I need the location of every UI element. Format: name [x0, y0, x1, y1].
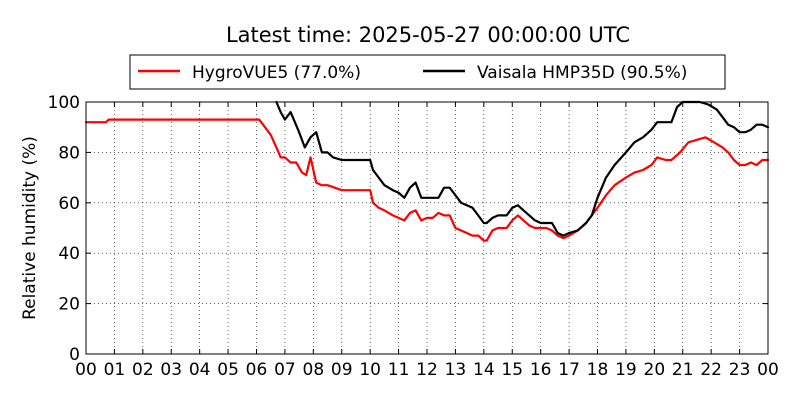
- x-tick-label: 00: [757, 360, 779, 380]
- x-tick-label: 21: [672, 360, 694, 380]
- x-tick-label: 14: [473, 360, 495, 380]
- x-tick-label: 17: [558, 360, 580, 380]
- x-tick-label: 12: [416, 360, 438, 380]
- y-tick-label: 100: [48, 93, 80, 113]
- x-tick-label: 18: [587, 360, 609, 380]
- x-tick-label: 00: [75, 360, 97, 380]
- y-tick-label: 60: [58, 194, 80, 214]
- x-tick-label: 07: [274, 360, 296, 380]
- y-axis-label: Relative humidity (%): [20, 136, 40, 320]
- x-tick-label: 05: [217, 360, 239, 380]
- legend-label-vaisala: Vaisala HMP35D (90.5%): [477, 63, 687, 83]
- legend: HygroVUE5 (77.0%) Vaisala HMP35D (90.5%): [129, 54, 726, 90]
- x-tick-label: 10: [359, 360, 381, 380]
- x-tick-label: 03: [160, 360, 182, 380]
- y-tick-label: 20: [58, 295, 80, 315]
- x-tick-label: 23: [729, 360, 751, 380]
- plot-area: 00 01 02 03 04 05 06 07 08 09 10 11 12 13 14 15 16 17 18 19…: [48, 93, 779, 380]
- y-tick-label: 80: [58, 143, 80, 163]
- grid: [86, 102, 768, 354]
- legend-label-hygrovue: HygroVUE5 (77.0%): [192, 63, 361, 83]
- x-tick-label: 15: [501, 360, 523, 380]
- series-line-0: [84, 118, 770, 242]
- x-tick-label: 01: [104, 360, 126, 380]
- series-line-1: [275, 100, 770, 237]
- chart-title: Latest time: 2025-05-27 00:00:00 UTC: [226, 23, 630, 47]
- x-tick-label: 04: [189, 360, 211, 380]
- x-tick-label: 09: [331, 360, 353, 380]
- x-tick-label: 16: [530, 360, 552, 380]
- x-tick-label: 06: [246, 360, 268, 380]
- x-tick-label: 02: [132, 360, 154, 380]
- x-tick-label: 20: [644, 360, 666, 380]
- x-tick-label: 11: [388, 360, 410, 380]
- x-tick-label: 08: [303, 360, 325, 380]
- axis-ticks: 00 01 02 03 04 05 06 07 08 09 10 11 12 13 14 15 16 17 18 19…: [48, 93, 779, 380]
- x-tick-label: 22: [700, 360, 722, 380]
- plot-frame: [85, 101, 769, 355]
- y-tick-label: 0: [69, 345, 80, 365]
- x-tick-label: 13: [445, 360, 467, 380]
- x-tick-label: 19: [615, 360, 637, 380]
- y-tick-label: 40: [58, 244, 80, 264]
